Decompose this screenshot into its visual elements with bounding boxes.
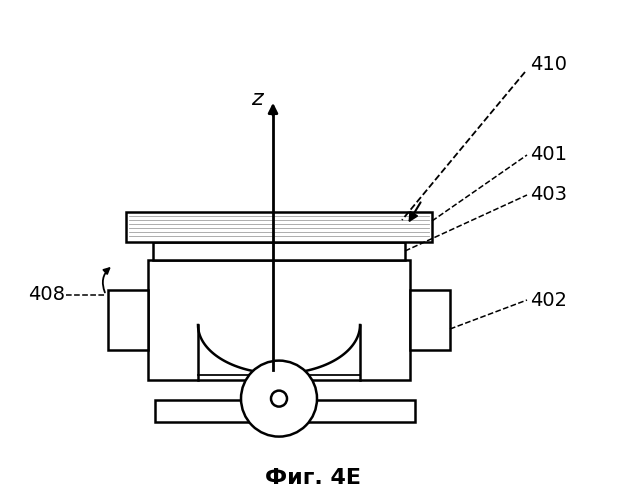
Circle shape xyxy=(271,390,287,406)
Text: 401: 401 xyxy=(530,146,567,165)
Circle shape xyxy=(241,360,317,436)
Bar xyxy=(126,212,432,242)
Bar xyxy=(245,340,300,400)
Bar xyxy=(410,290,450,350)
Text: 403: 403 xyxy=(530,186,567,204)
Text: 410: 410 xyxy=(530,56,567,74)
Bar xyxy=(148,260,410,380)
Text: z: z xyxy=(251,89,263,109)
Text: 402: 402 xyxy=(530,290,567,310)
Bar xyxy=(153,242,405,260)
Bar xyxy=(155,400,415,422)
Text: 408: 408 xyxy=(28,286,65,304)
Text: Фиг. 4E: Фиг. 4E xyxy=(265,468,361,488)
Bar xyxy=(108,290,148,350)
